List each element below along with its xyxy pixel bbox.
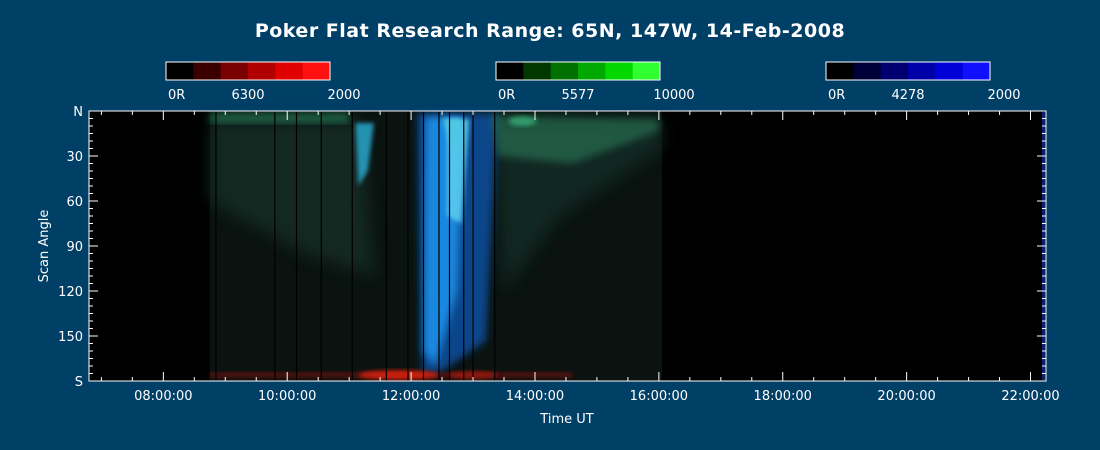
colorbar-label: 4278 [891,88,924,103]
colorbar-5577: 0R 5577 10000 [495,61,695,103]
x-tick-label: 22:00:00 [1001,389,1059,404]
colorbar-frame [165,61,331,81]
y-tick-label: 90 [66,240,83,255]
colorbar-swatch [193,62,222,80]
colorbar-swatch [826,62,854,80]
x-axis-label: Time UT [539,412,593,427]
y-tick-label: N [73,105,83,120]
diffuse-glow [491,121,662,291]
colorbar-6300: 0R 6300 2000 [165,61,361,103]
colorbar-label: 2000 [987,88,1020,103]
x-axis: 08:00:00 10:00:00 12:00:00 14:00:00 16:00:00… [100,111,1060,404]
colorbar-swatch [302,62,331,80]
colorbar-swatch [880,62,909,80]
emission-band [209,113,350,123]
colorbar-label: 0R [498,88,515,103]
x-tick-label: 12:00:00 [382,389,440,404]
colorbar-label: 10000 [653,88,694,103]
y-tick-label: 60 [66,195,83,210]
colorbar-swatch [496,62,524,80]
colorbar-swatch [220,62,249,80]
colorbar-label: 2000 [327,88,360,103]
y-tick-label: S [75,375,83,390]
colorbar-frame [495,61,661,81]
colorbar-swatch [248,62,276,80]
colorbar-label: 5577 [561,88,594,103]
aurora-emissions [209,112,1045,380]
colorbar-swatch [578,62,606,80]
chart-title: Poker Flat Research Range: 65N, 147W, 14… [255,20,845,42]
data-gaps [215,112,496,380]
colorbars: 0R 6300 2000 0R 5577 10000 0R 4278 2000 [165,61,1021,103]
colorbar-swatch [605,62,634,80]
x-tick-label: 14:00:00 [506,389,564,404]
y-tick-label: 150 [58,330,83,345]
diffuse-glow [209,121,374,276]
x-tick-label: 20:00:00 [877,389,935,404]
emission-arc [442,118,461,156]
emission-arc [355,123,374,186]
colorbar-swatch [632,62,661,80]
colorbar-swatch [908,62,936,80]
colorbar-swatch [166,62,194,80]
colorbar-label: 0R [828,88,845,103]
colorbar-swatch [523,62,552,80]
colorbar-swatch [853,62,882,80]
x-tick-label: 18:00:00 [754,389,812,404]
colorbar-label: 0R [168,88,185,103]
y-tick-label: 120 [58,285,83,300]
y-tick-label: 30 [66,150,83,165]
x-tick-label: 16:00:00 [630,389,688,404]
y-axis-label: Scan Angle [37,210,52,283]
colorbar-label: 6300 [231,88,264,103]
x-tick-label: 08:00:00 [134,389,192,404]
emission-spot [358,370,439,380]
emission-5577 [209,113,659,164]
plot-area: 08:00:00 10:00:00 12:00:00 14:00:00 16:00:00… [58,105,1060,404]
emission-spot [508,116,537,126]
colorbar-swatch [275,62,304,80]
colorbar-frame [825,61,991,81]
x-tick-label: 10:00:00 [258,389,316,404]
colorbar-swatch [550,62,579,80]
emission-band [491,115,659,164]
colorbar-4278: 0R 4278 2000 [825,61,1021,103]
colorbar-swatch [935,62,964,80]
y-axis: N 30 60 90 120 150 S [58,105,1046,390]
colorbar-swatch [962,62,991,80]
